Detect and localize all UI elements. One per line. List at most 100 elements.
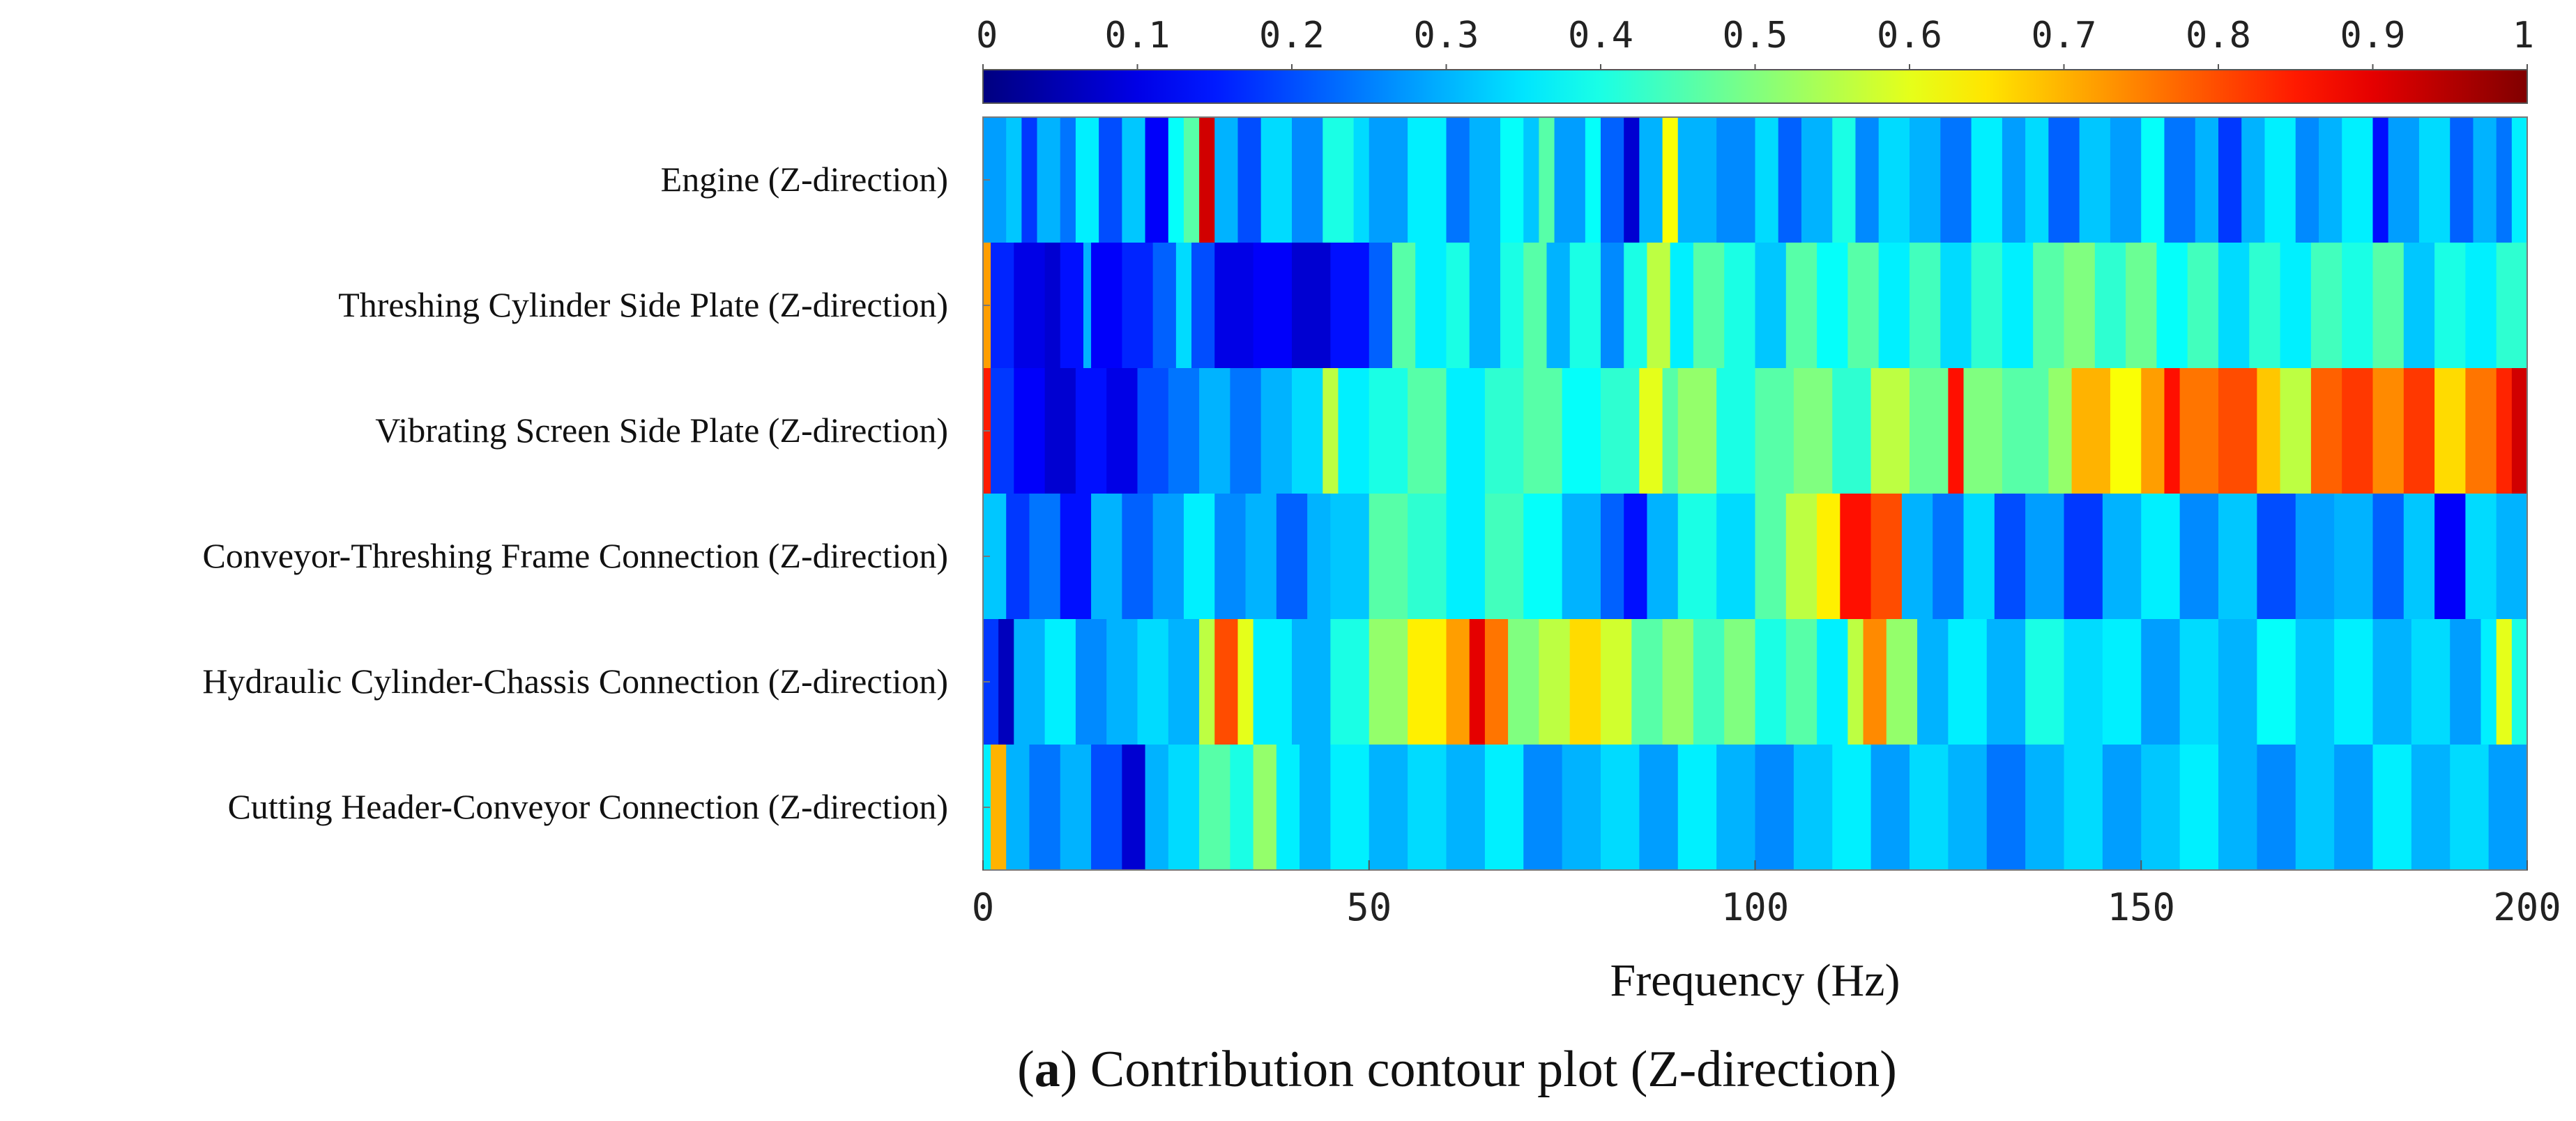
heatmap-cell xyxy=(1716,494,1756,620)
heatmap-cell xyxy=(2179,368,2219,494)
heatmap-cell xyxy=(2064,243,2096,369)
heatmap-cell xyxy=(1168,368,1200,494)
heatmap-cell xyxy=(2048,117,2080,243)
heatmap-row xyxy=(983,619,2528,745)
heatmap-cell xyxy=(1292,243,1331,369)
heatmap-cell xyxy=(1199,619,1215,745)
heatmap-cell xyxy=(1292,117,1323,243)
heatmap-cell xyxy=(1029,745,1061,871)
heatmap-cell xyxy=(1106,619,1138,745)
heatmap-cell xyxy=(1801,117,1833,243)
row-label: Conveyor-Threshing Frame Connection (Z-d… xyxy=(202,536,948,575)
heatmap-cell xyxy=(2496,619,2513,745)
heatmap-cell xyxy=(1693,619,1725,745)
heatmap-cell xyxy=(1168,117,1184,243)
heatmap-cell xyxy=(2342,243,2374,369)
heatmap-cell xyxy=(2195,117,2219,243)
colorbar-tick-label: 0.1 xyxy=(1105,15,1171,56)
heatmap-cell xyxy=(2141,745,2181,871)
heatmap-cell xyxy=(1647,494,1679,620)
heatmap-cell xyxy=(2257,619,2296,745)
heatmap-cell xyxy=(2342,368,2374,494)
heatmap-cell xyxy=(1369,368,1408,494)
heatmap-cell xyxy=(1446,368,1486,494)
heatmap-cell xyxy=(1469,243,1501,369)
heatmap-cell xyxy=(1369,745,1408,871)
heatmap-cell xyxy=(1624,243,1648,369)
heatmap-cell xyxy=(1601,368,1640,494)
heatmap-cell xyxy=(2403,494,2435,620)
heatmap-cell xyxy=(1330,745,1370,871)
colorbar-tick-label: 0.8 xyxy=(2186,15,2251,56)
x-axis: 0 50 100 150 200 xyxy=(972,860,2561,929)
heatmap-cell xyxy=(1408,619,1447,745)
heatmap-cell xyxy=(2218,619,2257,745)
caption-letter: a xyxy=(1035,1041,1060,1098)
heatmap-cell xyxy=(1183,117,1200,243)
row-label: Cutting Header-Conveyor Connection (Z-di… xyxy=(228,787,948,826)
heatmap-cell xyxy=(2295,117,2319,243)
heatmap-cell xyxy=(1793,745,1833,871)
heatmap-cell xyxy=(1152,243,1177,369)
heatmap-cell xyxy=(1940,243,1972,369)
heatmap-cell xyxy=(2164,368,2181,494)
heatmap-cell xyxy=(1716,117,1756,243)
heatmap-cell xyxy=(2187,243,2219,369)
heatmap-cell xyxy=(2388,117,2420,243)
heatmap-cell xyxy=(1755,619,1787,745)
heatmap-cell xyxy=(1014,243,1046,369)
heatmap-cell xyxy=(1307,494,1331,620)
heatmap-cell xyxy=(991,243,1014,369)
heatmap-cell xyxy=(1585,117,1601,243)
heatmap-cell xyxy=(2048,368,2073,494)
heatmap-cell xyxy=(2218,368,2257,494)
heatmap-cell xyxy=(2025,117,2049,243)
heatmap-cell xyxy=(2241,117,2266,243)
heatmap-cell xyxy=(2218,745,2257,871)
heatmap-cell xyxy=(2064,745,2103,871)
heatmap-cell xyxy=(1716,745,1756,871)
heatmap-cell xyxy=(2434,494,2466,620)
heatmap-cell xyxy=(1137,619,1169,745)
heatmap-cell xyxy=(2218,117,2242,243)
heatmap-cell xyxy=(2465,368,2497,494)
heatmap-cell xyxy=(1886,619,1918,745)
heatmap-cell xyxy=(1963,494,1995,620)
heatmap-cell xyxy=(1245,494,1277,620)
heatmap-cell xyxy=(1091,745,1122,871)
heatmap-cell xyxy=(2110,117,2142,243)
heatmap-cell xyxy=(1369,243,1393,369)
heatmap-cell xyxy=(2257,745,2296,871)
heatmap-cell xyxy=(1392,243,1416,369)
heatmap-cell xyxy=(1716,368,1756,494)
heatmap-cell xyxy=(1500,117,1524,243)
heatmap-cell xyxy=(2025,494,2065,620)
heatmap-cell xyxy=(1276,494,1308,620)
x-axis-title: Frequency (Hz) xyxy=(1610,955,1900,1006)
heatmap-cell xyxy=(1755,243,1787,369)
heatmap-cell xyxy=(1168,619,1200,745)
heatmap-row xyxy=(983,243,2528,369)
heatmap-cell xyxy=(2094,243,2126,369)
heatmap-cell xyxy=(1523,117,1539,243)
heatmap-cell xyxy=(1446,243,1470,369)
heatmap-cell xyxy=(2310,243,2342,369)
heatmap-cell xyxy=(1755,368,1794,494)
heatmap-cell xyxy=(2102,745,2142,871)
heatmap-cell xyxy=(1569,619,1601,745)
heatmap-cell xyxy=(1971,243,2003,369)
heatmap-cell xyxy=(1323,117,1355,243)
heatmap-cell xyxy=(998,619,1014,745)
heatmap-cell xyxy=(1152,494,1184,620)
heatmap-cell xyxy=(1484,745,1524,871)
heatmap-cell xyxy=(2141,619,2181,745)
heatmap-cell xyxy=(1662,117,1679,243)
heatmap-cell xyxy=(2488,745,2528,871)
heatmap-cell xyxy=(2465,243,2497,369)
heatmap-cell xyxy=(1523,494,1563,620)
colorbar-tick-label: 0.4 xyxy=(1568,15,1633,56)
heatmap-cell xyxy=(1446,117,1470,243)
heatmap-cell xyxy=(1785,619,1817,745)
